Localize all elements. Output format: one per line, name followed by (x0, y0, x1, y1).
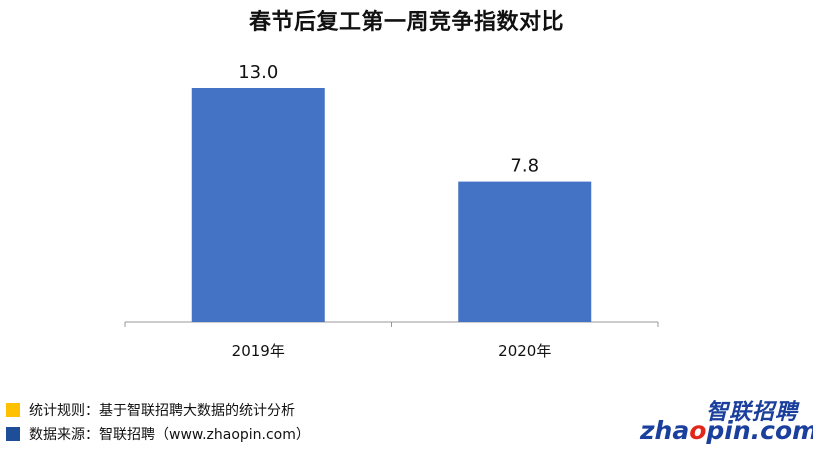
bar-1 (191, 88, 325, 322)
category-label-1: 2019年 (232, 342, 285, 360)
bars-group (191, 88, 592, 322)
note-source-text: 数据来源：智联招聘（www.zhaopin.com） (29, 427, 310, 443)
yellow-square-icon (6, 403, 20, 417)
zhaopin-logo: 智联招聘 zhaopin.com (640, 394, 813, 450)
blue-square-icon (6, 427, 20, 441)
chart-title: 春节后复工第一周竞争指数对比 (248, 10, 564, 35)
category-label-2: 2020年 (498, 342, 551, 360)
footnotes: 统计规则：基于智联招聘大数据的统计分析 数据来源：智联招聘（www.zhaopi… (6, 398, 310, 446)
x-axis-ticks (124, 322, 659, 327)
data-label-1: 13.0 (238, 62, 278, 83)
logo-chinese: 智联招聘 (705, 400, 798, 425)
bar-2 (458, 181, 592, 322)
data-label-2: 7.8 (510, 156, 539, 177)
labels-group: 13.0 2019年 7.8 2020年 (232, 62, 552, 360)
note-source: 数据来源：智联招聘（www.zhaopin.com） (6, 422, 310, 446)
note-rule-text: 统计规则：基于智联招聘大数据的统计分析 (29, 403, 295, 419)
note-rule: 统计规则：基于智联招聘大数据的统计分析 (6, 398, 310, 422)
logo-english: zhaopin.com (640, 416, 813, 445)
bar-chart: 13.0 2019年 7.8 2020年 (124, 62, 659, 360)
